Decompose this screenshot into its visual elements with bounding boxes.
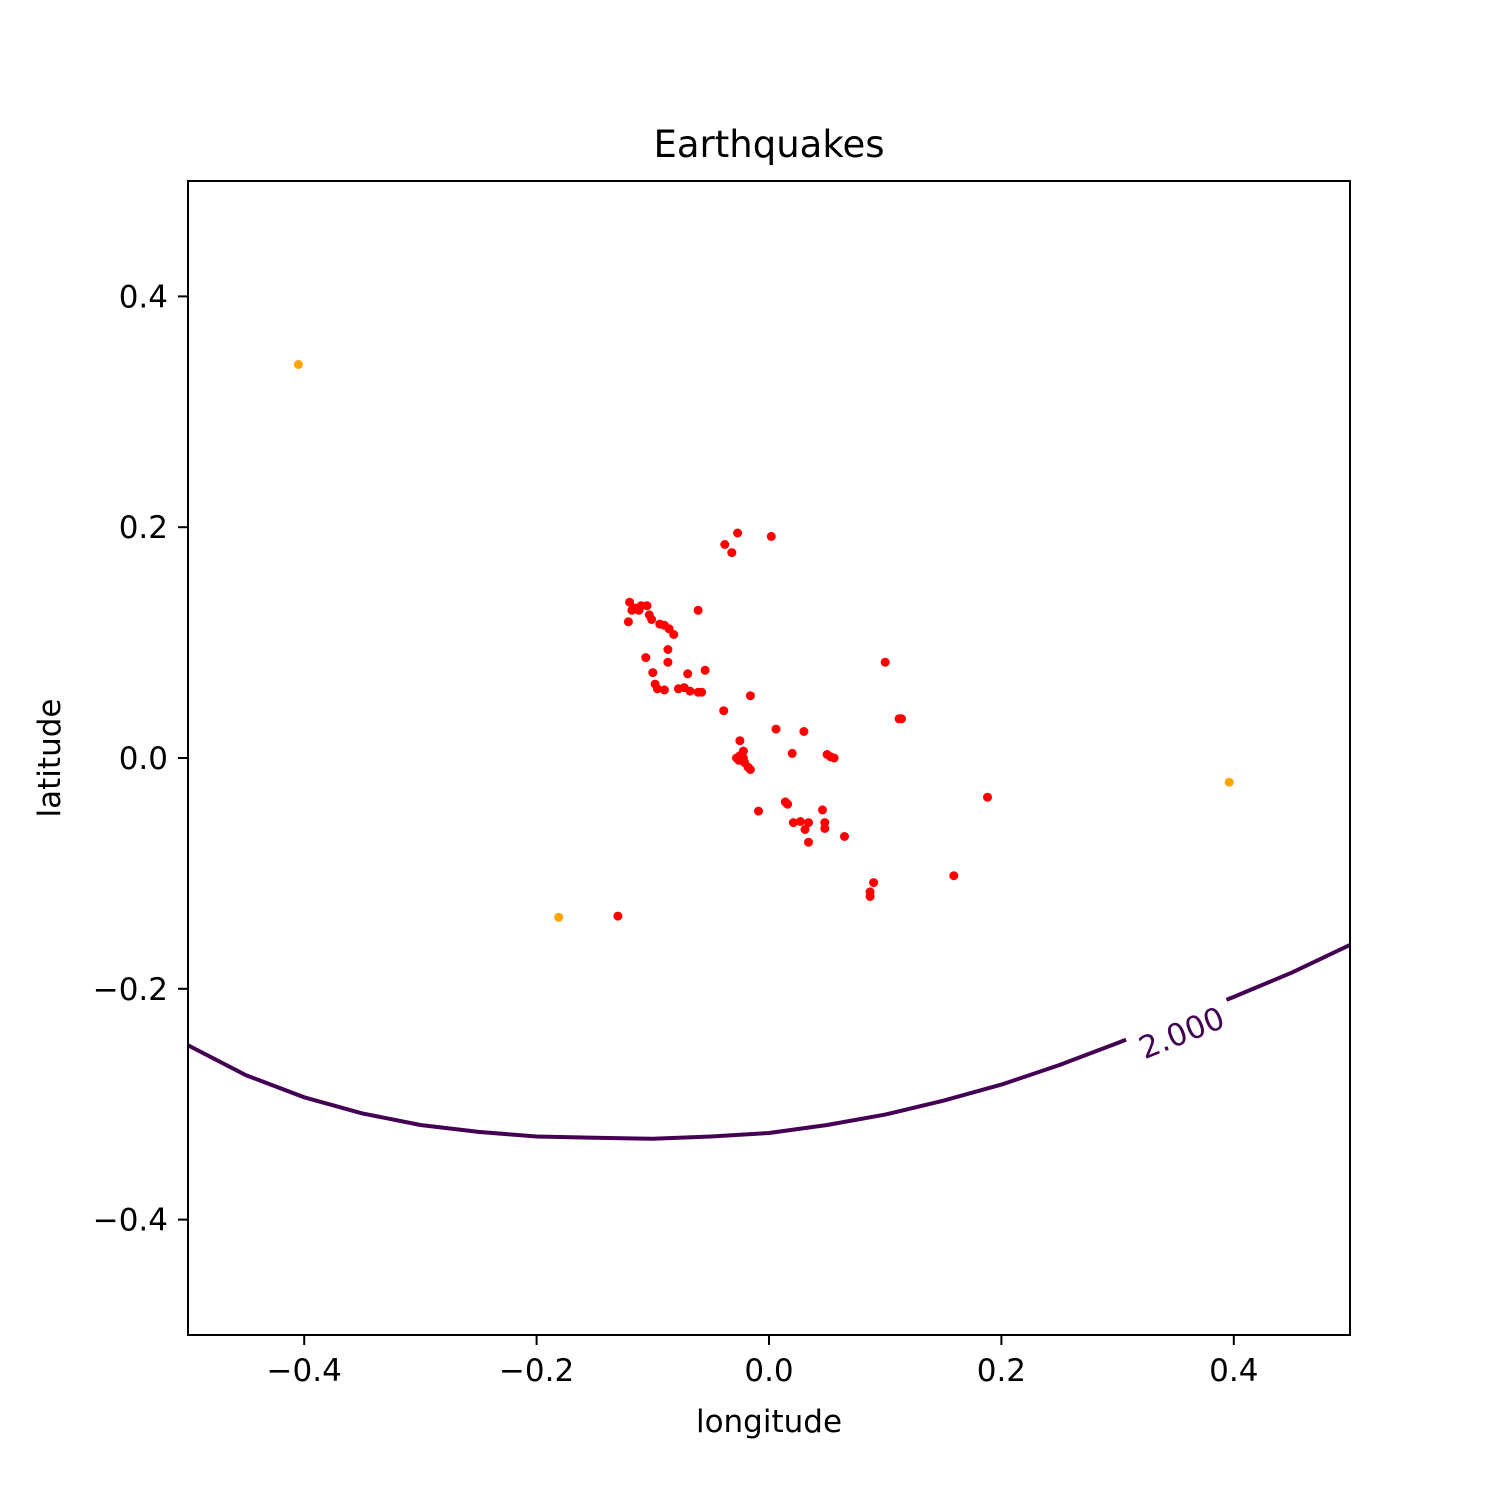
scatter-point bbox=[787, 748, 797, 758]
scatter-point bbox=[894, 714, 904, 724]
scatter-point bbox=[720, 540, 730, 549]
scatter-point bbox=[613, 911, 623, 921]
scatter-point bbox=[818, 805, 827, 815]
scatter-point bbox=[788, 818, 798, 828]
scatter-point bbox=[554, 912, 564, 922]
scatter-point bbox=[733, 528, 743, 538]
scatter-point bbox=[648, 668, 658, 678]
scatter-point bbox=[869, 878, 879, 888]
scatter-point bbox=[697, 687, 707, 697]
scatter-point bbox=[700, 665, 710, 675]
scatter-point bbox=[669, 630, 679, 639]
scatter-point bbox=[663, 657, 673, 667]
scatter-point bbox=[840, 832, 849, 841]
scatter-point bbox=[783, 799, 793, 809]
scatter-point bbox=[641, 653, 651, 663]
x-tick-label: −0.4 bbox=[267, 1353, 342, 1389]
x-tick-label: −0.2 bbox=[499, 1353, 574, 1389]
scatter-point bbox=[795, 817, 805, 826]
scatter-point bbox=[659, 685, 669, 695]
scatter-point bbox=[865, 892, 875, 901]
scatter-point bbox=[652, 684, 662, 694]
y-axis-label: latitude bbox=[32, 699, 68, 818]
scatter-point bbox=[771, 724, 781, 734]
y-axis: 0.4 0.2 0.0 −0.2 −0.4 bbox=[93, 279, 188, 1239]
scatter-point bbox=[719, 706, 729, 716]
scatter-point bbox=[647, 615, 657, 624]
scatter-point bbox=[293, 360, 303, 369]
y-tick-label: −0.2 bbox=[93, 972, 168, 1008]
scatter-point bbox=[804, 837, 813, 847]
scatter-point bbox=[642, 601, 652, 611]
x-axis: −0.4 −0.2 0.0 0.2 0.4 bbox=[267, 1335, 1258, 1389]
scatter-point bbox=[766, 531, 776, 541]
y-tick-label: 0.4 bbox=[119, 279, 168, 315]
y-tick-label: 0.0 bbox=[119, 741, 168, 777]
scatter-point bbox=[663, 645, 673, 654]
chart-title: Earthquakes bbox=[654, 123, 885, 166]
scatter-point bbox=[799, 727, 809, 736]
scatter-point bbox=[949, 871, 959, 881]
scatter-point bbox=[683, 669, 693, 679]
y-tick-label: 0.2 bbox=[119, 510, 168, 546]
scatter-point bbox=[627, 605, 637, 615]
x-tick-label: 0.2 bbox=[977, 1353, 1026, 1389]
scatter-point bbox=[754, 806, 763, 816]
scatter-point bbox=[820, 823, 830, 833]
scatter-point bbox=[880, 657, 890, 667]
y-tick-label: −0.4 bbox=[93, 1203, 168, 1239]
scatter-point bbox=[625, 597, 635, 607]
scatter-point bbox=[693, 605, 703, 615]
scatter-point bbox=[983, 792, 992, 802]
scatter-point bbox=[634, 605, 644, 615]
scatter-point bbox=[800, 825, 810, 834]
scatter-point bbox=[623, 617, 633, 627]
scatter-point bbox=[727, 548, 737, 558]
x-axis-label: longitude bbox=[696, 1404, 842, 1440]
scatter-point bbox=[804, 818, 813, 828]
scatter-point bbox=[745, 691, 755, 701]
contour-label-gap bbox=[1124, 995, 1239, 1070]
x-tick-label: 0.0 bbox=[744, 1353, 793, 1389]
x-tick-label: 0.4 bbox=[1209, 1353, 1258, 1389]
scatter-point bbox=[1224, 777, 1234, 787]
scatter-point bbox=[745, 765, 755, 774]
scatter-point bbox=[829, 753, 839, 763]
scatter-point bbox=[685, 686, 695, 696]
scatter-point bbox=[735, 736, 745, 746]
